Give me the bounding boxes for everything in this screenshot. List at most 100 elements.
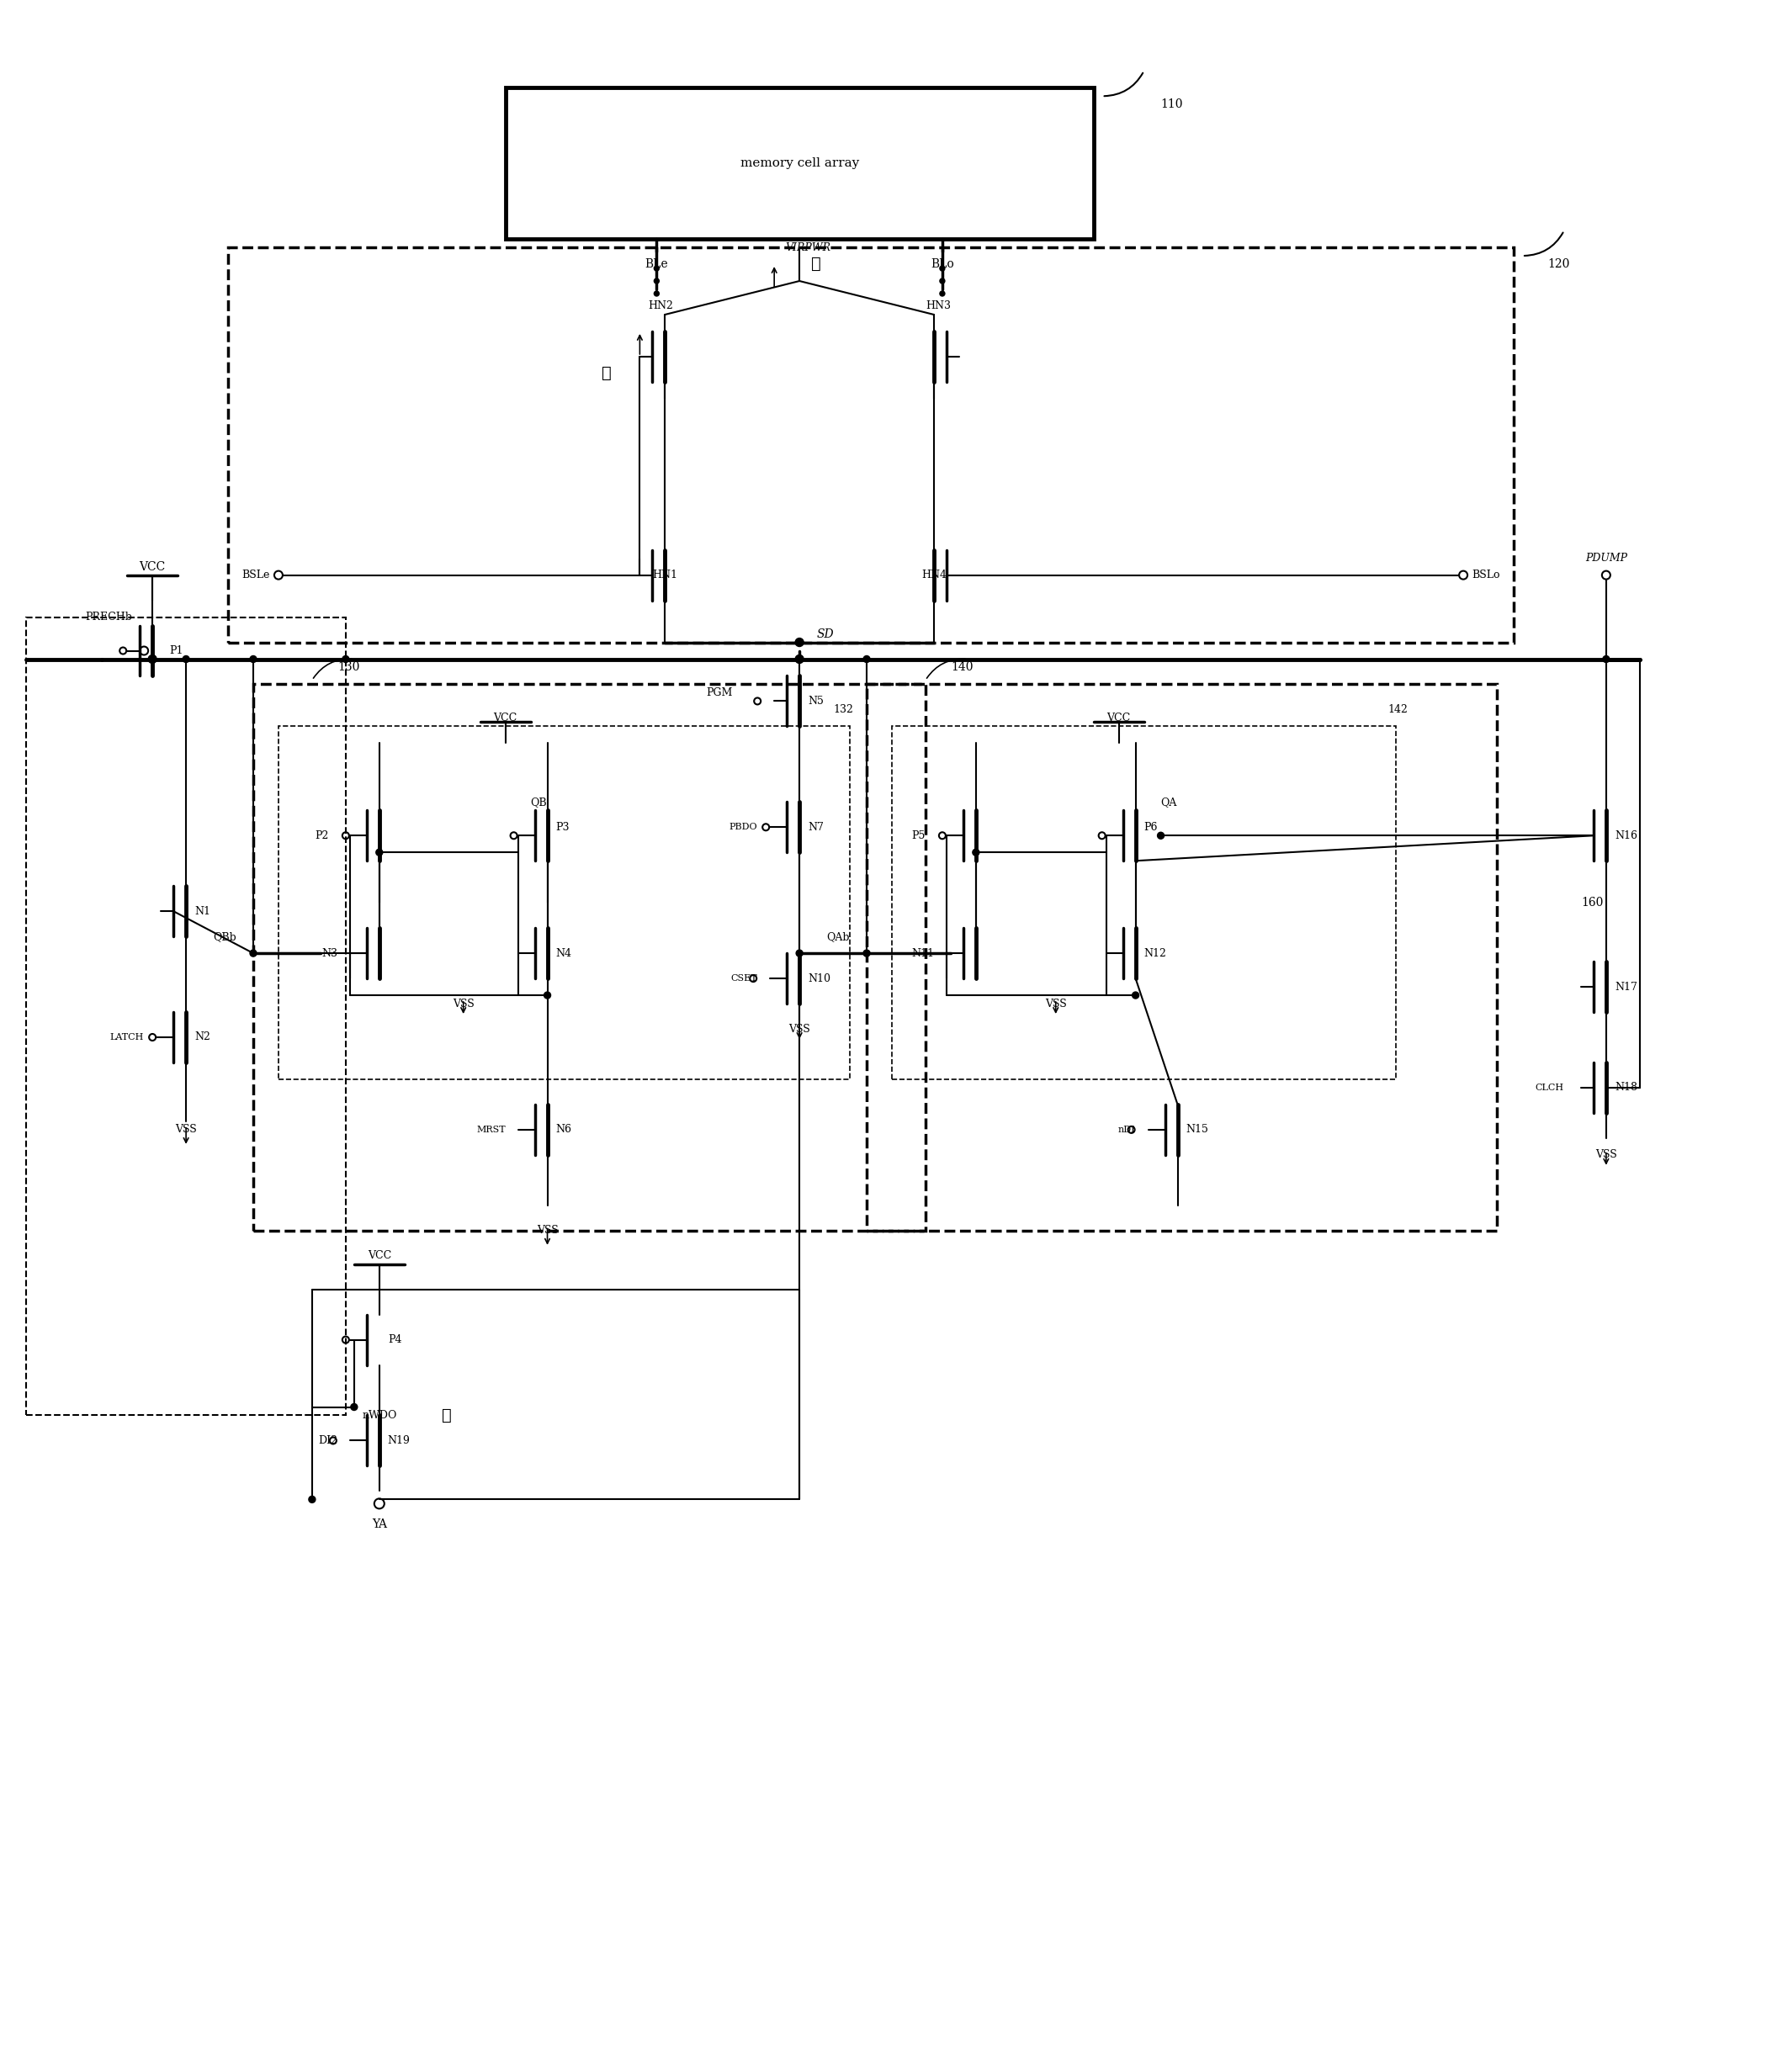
Text: N6: N6: [556, 1125, 572, 1135]
Text: BLo: BLo: [930, 259, 953, 269]
Text: BSLo: BSLo: [1473, 570, 1499, 580]
Text: 120: 120: [1547, 259, 1570, 269]
Circle shape: [149, 1034, 156, 1040]
Text: BSLe: BSLe: [243, 570, 269, 580]
Text: memory cell array: memory cell array: [741, 157, 859, 170]
Bar: [278, 727, 851, 1080]
Text: VSS: VSS: [452, 999, 475, 1009]
Text: YA: YA: [372, 1519, 386, 1531]
Circle shape: [939, 265, 944, 271]
Circle shape: [1602, 655, 1609, 663]
Text: CSET: CSET: [730, 974, 757, 982]
Circle shape: [342, 655, 349, 663]
Text: VCC: VCC: [1108, 713, 1131, 723]
Text: N11: N11: [911, 947, 934, 959]
Circle shape: [250, 949, 257, 957]
Text: CLCH: CLCH: [1535, 1084, 1565, 1092]
Text: N7: N7: [808, 823, 824, 833]
Circle shape: [755, 698, 760, 704]
Text: VSS: VSS: [175, 1125, 197, 1135]
Circle shape: [1129, 1127, 1134, 1133]
Text: PBDO: PBDO: [728, 823, 757, 831]
Circle shape: [939, 833, 946, 839]
Text: nWDO: nWDO: [361, 1409, 397, 1421]
Text: LATCH: LATCH: [110, 1034, 144, 1042]
Text: PDUMP: PDUMP: [1586, 553, 1627, 564]
Bar: [867, 684, 1497, 1231]
Circle shape: [275, 572, 284, 580]
Bar: [891, 727, 1396, 1080]
Text: N18: N18: [1614, 1082, 1637, 1094]
Text: N10: N10: [808, 974, 831, 984]
Circle shape: [510, 833, 517, 839]
Circle shape: [330, 1438, 337, 1444]
Text: N12: N12: [1145, 947, 1166, 959]
Circle shape: [1157, 833, 1164, 839]
Text: QAb: QAb: [828, 930, 851, 943]
Text: VSS: VSS: [1045, 999, 1067, 1009]
Text: N3: N3: [321, 947, 337, 959]
Text: 110: 110: [1161, 99, 1184, 110]
Text: P4: P4: [388, 1334, 402, 1345]
Circle shape: [376, 850, 383, 856]
Text: DI2: DI2: [317, 1436, 337, 1446]
Circle shape: [796, 638, 804, 646]
Circle shape: [140, 646, 149, 655]
Text: VCC: VCC: [140, 562, 165, 572]
Text: VCC: VCC: [367, 1249, 392, 1262]
Text: nDI: nDI: [1118, 1125, 1136, 1133]
Bar: [253, 684, 925, 1231]
Text: 160: 160: [1581, 897, 1604, 910]
Text: 130: 130: [337, 661, 360, 673]
Text: 132: 132: [833, 704, 852, 715]
Circle shape: [654, 278, 659, 284]
Text: VCC: VCC: [493, 713, 517, 723]
Circle shape: [863, 949, 870, 957]
Circle shape: [183, 655, 190, 663]
Text: N2: N2: [195, 1032, 211, 1042]
Text: N17: N17: [1614, 982, 1637, 992]
Text: N16: N16: [1614, 831, 1637, 841]
Text: N5: N5: [808, 696, 824, 707]
Text: P6: P6: [1145, 823, 1157, 833]
Circle shape: [342, 1336, 349, 1343]
Text: ③: ③: [601, 367, 611, 381]
Text: N15: N15: [1185, 1125, 1209, 1135]
Text: P2: P2: [315, 831, 330, 841]
Bar: [27, 617, 346, 1415]
Text: N4: N4: [556, 947, 572, 959]
Text: MRST: MRST: [477, 1125, 505, 1133]
Circle shape: [351, 1403, 358, 1411]
Circle shape: [939, 278, 944, 284]
Circle shape: [1602, 572, 1611, 580]
Circle shape: [149, 655, 156, 663]
Circle shape: [1099, 833, 1106, 839]
Text: BLe: BLe: [645, 259, 668, 269]
Text: HN3: HN3: [925, 300, 952, 311]
Circle shape: [308, 1496, 315, 1502]
Circle shape: [796, 949, 803, 957]
Circle shape: [939, 290, 944, 296]
Text: QBb: QBb: [213, 930, 236, 943]
Circle shape: [374, 1498, 385, 1508]
Text: 142: 142: [1387, 704, 1407, 715]
Text: PRECHb: PRECHb: [85, 611, 133, 622]
Circle shape: [1132, 992, 1139, 999]
Text: VSS: VSS: [1595, 1150, 1618, 1160]
Text: PGM: PGM: [705, 688, 732, 698]
Circle shape: [796, 655, 803, 663]
Text: HN1: HN1: [652, 570, 677, 580]
Circle shape: [342, 833, 349, 839]
Text: VSS: VSS: [537, 1225, 558, 1237]
Circle shape: [250, 655, 257, 663]
Text: ②: ②: [812, 257, 820, 271]
Circle shape: [654, 265, 659, 271]
Circle shape: [120, 646, 126, 655]
Text: HN4: HN4: [921, 570, 946, 580]
Text: VIRPWR: VIRPWR: [785, 242, 831, 253]
Text: QA: QA: [1161, 796, 1177, 808]
Text: N1: N1: [195, 905, 211, 916]
Circle shape: [796, 655, 804, 663]
Text: HN2: HN2: [649, 300, 673, 311]
Text: P1: P1: [170, 644, 183, 657]
